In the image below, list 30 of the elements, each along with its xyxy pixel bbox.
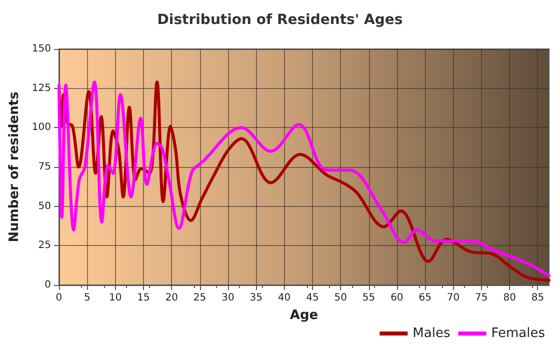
x-tick-label: 0	[56, 292, 62, 304]
x-tick-label: 45	[306, 292, 319, 304]
y-tick-label: 25	[38, 240, 51, 252]
x-tick-label: 75	[475, 292, 488, 304]
x-tick-label: 70	[446, 292, 460, 304]
x-tick-label: 15	[137, 292, 150, 304]
y-tick-label: 125	[32, 82, 51, 94]
x-tick-label: 65	[418, 292, 432, 304]
x-tick-label: 55	[362, 292, 376, 304]
x-tick-label: 40	[278, 292, 291, 304]
chart-title: Distribution of Residents' Ages	[157, 12, 403, 28]
y-tick-label: 100	[32, 122, 51, 134]
legend-label: Females	[491, 326, 546, 341]
x-tick-label: 60	[390, 292, 404, 304]
x-tick-label: 5	[84, 292, 90, 304]
x-tick-label: 30	[222, 292, 234, 304]
y-tick-label: 0	[44, 280, 51, 290]
x-tick-label: 80	[503, 292, 516, 304]
x-axis-title: Age	[290, 308, 318, 323]
y-axis-title: Number of residents	[7, 91, 22, 242]
y-tick-label: 75	[38, 162, 51, 172]
y-tick-label: 150	[32, 44, 51, 54]
x-tick-label: 85	[531, 292, 544, 304]
legend-label: Males	[412, 326, 450, 341]
x-tick-label: 20	[165, 292, 178, 304]
x-tick-label: 10	[108, 292, 122, 304]
x-tick-label: 35	[250, 292, 262, 304]
y-tick-label: 50	[38, 200, 51, 212]
x-tick-label: 25	[193, 292, 206, 304]
x-tick-label: 50	[334, 292, 347, 304]
